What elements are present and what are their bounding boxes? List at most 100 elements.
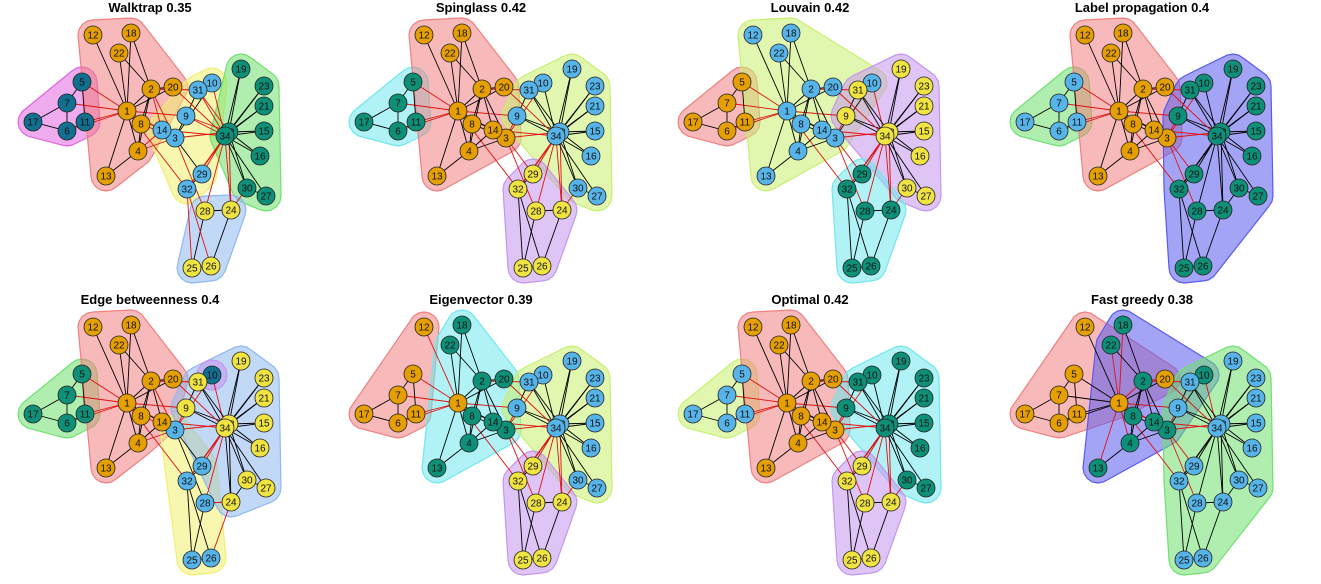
node-label: 14 [156, 418, 168, 429]
graph-node [1207, 418, 1227, 438]
node-label: 4 [795, 439, 801, 450]
node-label: 19 [1227, 357, 1239, 368]
inter-community-edge [397, 102, 459, 112]
intra-community-edge [228, 68, 242, 133]
node-label: 30 [1233, 184, 1245, 195]
node-label: 25 [1178, 264, 1190, 275]
graph-node [585, 368, 605, 388]
inter-community-edge [832, 86, 886, 137]
node-label: 18 [456, 29, 468, 40]
intra-community-edge [1084, 34, 1120, 112]
graph-node [1109, 393, 1129, 413]
graph-node [1193, 548, 1213, 568]
node-label: 25 [517, 264, 529, 275]
graph-node [852, 164, 872, 184]
intra-community-edge [846, 188, 872, 267]
graph-node [1049, 93, 1069, 113]
graph-node [552, 492, 572, 512]
graph-node [735, 112, 755, 132]
inter-community-edge [228, 131, 232, 211]
node-label: 21 [589, 102, 601, 113]
intra-community-edge [790, 32, 812, 90]
node-label: 26 [1197, 262, 1209, 273]
node-label: 3 [832, 426, 838, 437]
panel-title: Fast greedy 0.38 [1091, 292, 1193, 307]
node-label: 5 [79, 370, 85, 381]
inter-community-edge [172, 86, 226, 137]
graph-node [743, 25, 763, 45]
graph-node [1213, 200, 1233, 220]
inter-community-edge [555, 135, 563, 211]
intra-community-edge [522, 502, 537, 561]
intra-community-edge [1216, 427, 1240, 481]
graph-node [215, 418, 235, 438]
intra-community-edge [1084, 326, 1120, 404]
inter-community-edge [66, 110, 128, 132]
graph-node [1229, 470, 1249, 490]
intra-community-edge [423, 34, 459, 112]
intra-community-edge [846, 480, 872, 559]
node-label: 16 [914, 444, 926, 455]
graph-node [1064, 364, 1084, 384]
graph-node [875, 418, 895, 438]
graph-node [440, 335, 460, 355]
node-label: 3 [1164, 134, 1170, 145]
intra-community-edge [191, 502, 206, 561]
node-label: 5 [739, 370, 745, 381]
node-label: 26 [536, 554, 548, 565]
intra-community-edge [846, 188, 853, 269]
inter-community-edge [888, 423, 892, 503]
node-label: 29 [856, 462, 868, 473]
graph-node [1242, 146, 1262, 166]
graph-node [1242, 438, 1262, 458]
node-label: 32 [1173, 477, 1185, 488]
graph-node [483, 412, 503, 432]
node-label: 2 [479, 377, 485, 388]
graph-node [585, 76, 605, 96]
node-label: 4 [1127, 439, 1133, 450]
node-label: 8 [798, 120, 804, 131]
intra-community-edge [1178, 135, 1218, 190]
graph-node [781, 315, 801, 335]
graph-node [581, 146, 601, 166]
inter-community-edge [864, 135, 886, 212]
graph-node [916, 478, 936, 498]
inter-community-edge [834, 429, 866, 504]
graph-node [452, 315, 472, 335]
node-label: 22 [444, 49, 456, 60]
node-label: 24 [556, 206, 568, 217]
graph-node [388, 121, 408, 141]
intra-community-edge [870, 501, 892, 559]
node-label: 15 [258, 127, 270, 138]
graph-node [769, 43, 789, 63]
graph-node [256, 478, 276, 498]
node-label: 17 [1019, 410, 1031, 421]
node-label: 29 [527, 170, 539, 181]
node-label: 8 [1130, 120, 1136, 131]
graph-node [23, 404, 43, 424]
node-label: 24 [1217, 206, 1229, 217]
node-label: 8 [798, 412, 804, 423]
node-label: 32 [841, 185, 853, 196]
node-label: 22 [773, 341, 785, 352]
node-label: 12 [418, 323, 430, 334]
graph-node [117, 101, 137, 121]
graph-node [201, 256, 221, 276]
node-label: 25 [846, 556, 858, 567]
node-label: 17 [358, 410, 370, 421]
intra-community-edge [1202, 209, 1224, 267]
inter-community-edge [884, 427, 892, 503]
intra-community-edge [1196, 135, 1218, 212]
graph-node [568, 178, 588, 198]
node-label: 8 [138, 120, 144, 131]
graph-node [897, 470, 917, 490]
node-label: 11 [80, 410, 91, 421]
graph-node [440, 43, 460, 63]
node-label: 25 [186, 556, 198, 567]
node-label: 3 [503, 426, 509, 437]
graph-node [1248, 478, 1268, 498]
graph-node [910, 146, 930, 166]
inter-community-edge [786, 110, 847, 117]
